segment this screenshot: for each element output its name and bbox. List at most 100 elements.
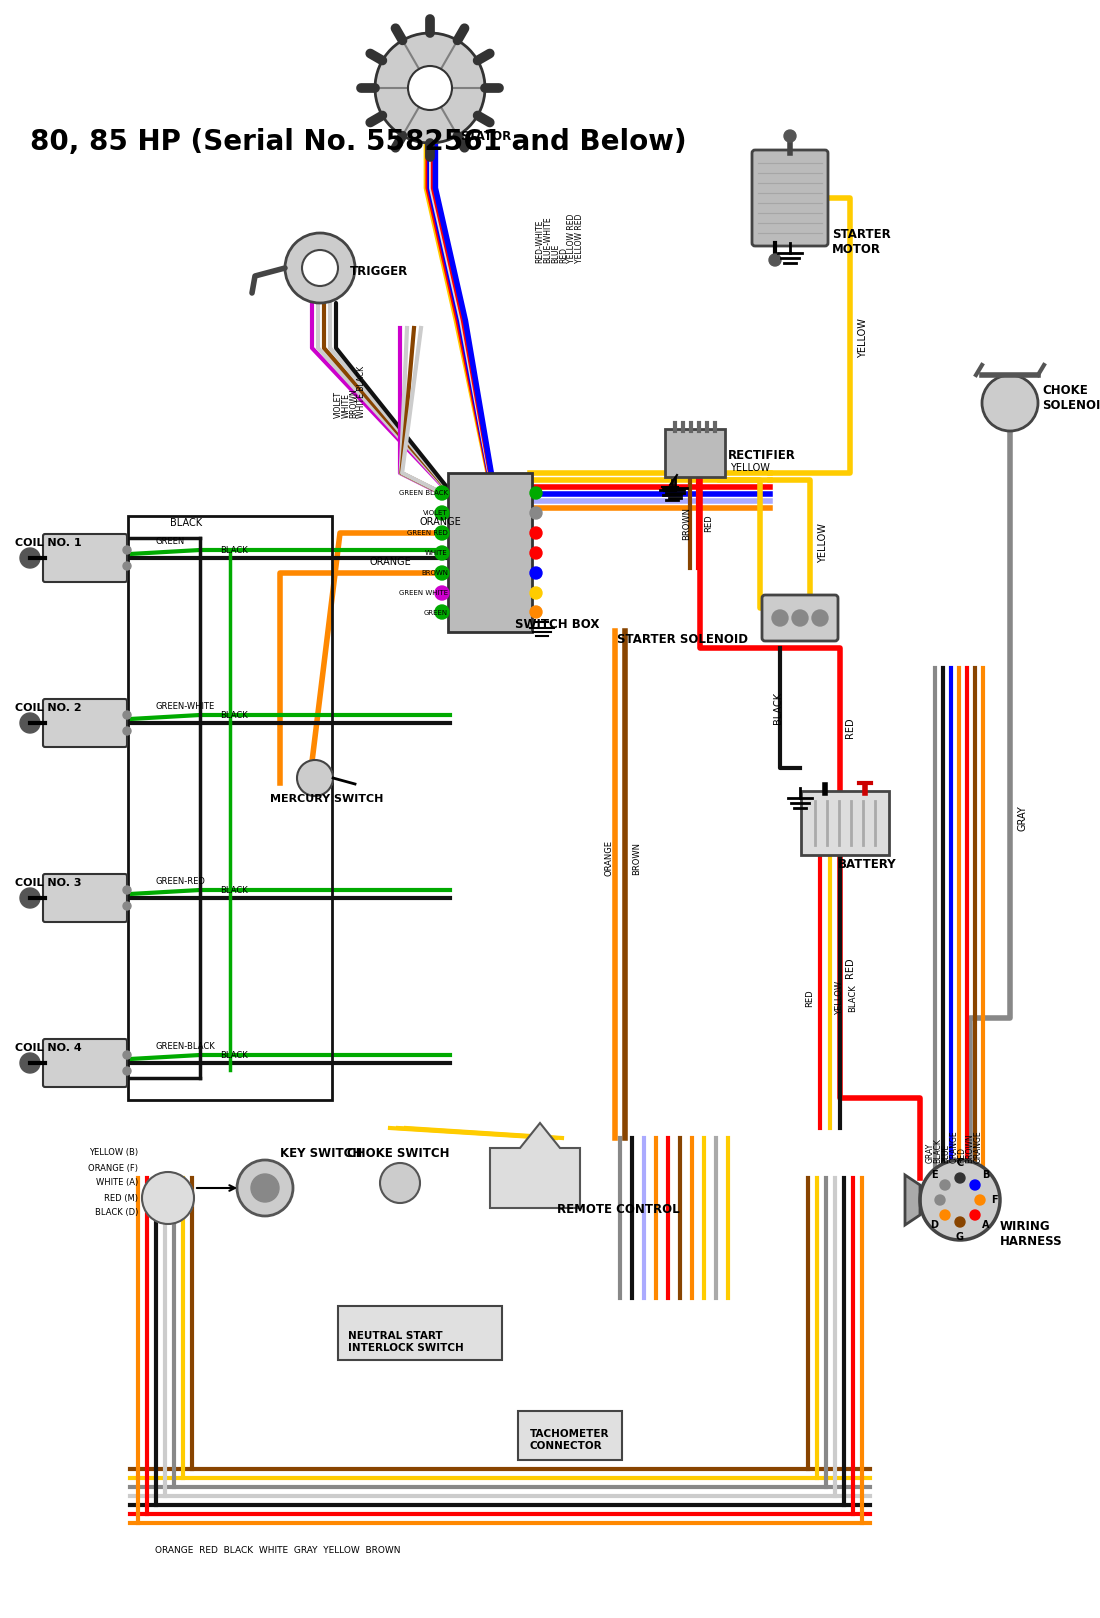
Text: GREEN-BLACK: GREEN-BLACK [155,1042,214,1052]
Text: BROWN: BROWN [966,1133,975,1163]
Text: YELLOW: YELLOW [835,981,844,1014]
Circle shape [920,1160,1000,1239]
Text: GREEN: GREEN [424,610,448,616]
Text: BATTERY: BATTERY [838,858,896,870]
Text: ORANGE: ORANGE [974,1131,982,1163]
Text: VIOLET: VIOLET [333,392,342,417]
Text: YELLOW RED: YELLOW RED [568,214,576,264]
Circle shape [530,527,542,539]
Circle shape [955,1173,965,1183]
Text: ORANGE: ORANGE [605,840,614,875]
FancyBboxPatch shape [801,791,889,854]
Text: MERCURY SWITCH: MERCURY SWITCH [270,794,384,804]
Text: GREEN WHITE: GREEN WHITE [399,591,448,595]
Text: BLACK: BLACK [934,1137,943,1163]
Circle shape [20,1053,40,1073]
Text: COIL NO. 4: COIL NO. 4 [15,1044,81,1053]
FancyBboxPatch shape [448,472,532,633]
Circle shape [123,710,131,718]
Text: BLACK: BLACK [220,887,248,895]
Circle shape [434,485,449,500]
Text: COIL NO. 2: COIL NO. 2 [15,702,81,714]
Text: BLACK: BLACK [220,1052,248,1060]
Circle shape [20,549,40,568]
FancyBboxPatch shape [752,150,828,246]
FancyBboxPatch shape [43,534,126,582]
Circle shape [297,760,333,796]
FancyBboxPatch shape [518,1411,622,1459]
Circle shape [408,66,452,110]
Text: WIRING
HARNESS: WIRING HARNESS [1000,1220,1063,1247]
Circle shape [784,129,796,142]
Text: YELLOW RED: YELLOW RED [575,214,584,264]
FancyBboxPatch shape [43,1039,126,1087]
Circle shape [792,610,808,626]
Circle shape [530,487,542,498]
Text: GRAY: GRAY [1018,806,1028,832]
Circle shape [123,545,131,553]
Text: BROWN: BROWN [350,388,359,417]
Text: RED: RED [957,1147,967,1163]
Text: GREEN-WHITE: GREEN-WHITE [155,702,214,710]
Text: CHOKE
SOLENOID: CHOKE SOLENOID [1042,383,1100,413]
Text: ORANGE  RED  BLACK  WHITE  GRAY  YELLOW  BROWN: ORANGE RED BLACK WHITE GRAY YELLOW BROWN [155,1547,400,1555]
Circle shape [123,726,131,735]
Text: YELLOW: YELLOW [730,463,770,472]
Circle shape [769,254,781,265]
Text: 80, 85 HP (Serial No. 5582561 and Below): 80, 85 HP (Serial No. 5582561 and Below) [30,128,686,155]
Circle shape [251,1175,279,1202]
Circle shape [123,901,131,909]
Text: ORANGE: ORANGE [420,518,462,527]
Circle shape [530,506,542,519]
Text: BLUE: BLUE [942,1144,950,1163]
Text: A: A [981,1220,989,1231]
Text: BLUE: BLUE [551,244,561,264]
Circle shape [434,586,449,600]
Circle shape [379,1163,420,1204]
Circle shape [940,1210,950,1220]
Circle shape [123,887,131,895]
Text: YELLOW (B): YELLOW (B) [89,1149,138,1157]
Circle shape [20,714,40,733]
Circle shape [955,1217,965,1226]
Text: WHITE BLACK: WHITE BLACK [358,366,366,417]
FancyBboxPatch shape [338,1306,502,1361]
Text: VIOLET: VIOLET [424,510,448,516]
Text: RED-WHITE: RED-WHITE [536,220,544,264]
Text: BLUE-WHITE: BLUE-WHITE [543,217,552,264]
Text: STATOR: STATOR [460,129,512,142]
Polygon shape [490,1123,580,1209]
Text: RED: RED [805,989,814,1006]
Circle shape [530,547,542,558]
Text: WHITE: WHITE [426,550,448,557]
Text: ORANGE (F): ORANGE (F) [88,1163,138,1173]
Circle shape [434,506,449,519]
Text: G: G [956,1233,964,1243]
Text: E: E [932,1170,938,1180]
FancyBboxPatch shape [762,595,838,641]
Text: RED: RED [845,958,855,979]
Circle shape [434,526,449,540]
Circle shape [20,888,40,908]
Circle shape [530,607,542,618]
Circle shape [123,561,131,570]
Text: F: F [991,1196,998,1205]
Circle shape [434,566,449,579]
Circle shape [772,610,788,626]
Text: RECTIFIER: RECTIFIER [728,448,796,461]
Text: KEY SWITCH: KEY SWITCH [280,1147,362,1160]
Text: GREEN BLACK: GREEN BLACK [399,490,448,497]
Circle shape [302,251,338,286]
Text: BROWN: BROWN [421,570,448,576]
Text: TACHOMETER
CONNECTOR: TACHOMETER CONNECTOR [530,1429,609,1451]
Circle shape [123,1066,131,1074]
Text: STARTER
MOTOR: STARTER MOTOR [832,228,891,256]
Circle shape [434,545,449,560]
Text: GREEN RED: GREEN RED [407,531,448,536]
Text: ORANGE: ORANGE [949,1131,958,1163]
Text: GREEN: GREEN [155,537,185,545]
Text: REMOTE CONTROL: REMOTE CONTROL [557,1204,680,1217]
Circle shape [142,1171,194,1223]
Text: CHOKE SWITCH: CHOKE SWITCH [346,1147,449,1160]
Text: SWITCH BOX: SWITCH BOX [515,618,600,631]
